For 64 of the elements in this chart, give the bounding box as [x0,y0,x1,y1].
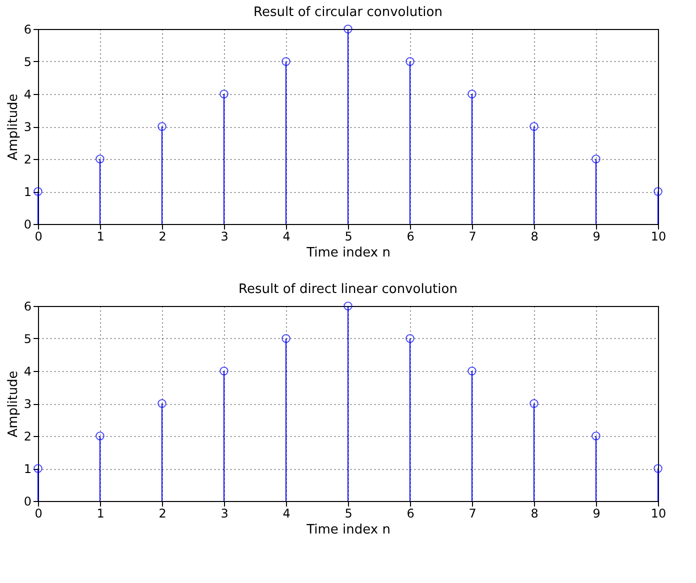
point [96,432,104,440]
y-axis-title: Amplitude [6,94,21,160]
x-axis-title: Time index n [306,246,390,260]
y-tick-label: 5 [24,55,32,69]
point [406,334,414,343]
x-axis-title: Time index n [306,522,390,538]
x-tick-label: 8 [530,506,538,520]
x-tick-label: 7 [468,506,476,520]
y-tick-label: 3 [24,397,32,411]
point [220,90,228,98]
x-tick-label: 5 [344,506,352,520]
x-tick-label: 0 [34,506,42,520]
x-tick-label: 5 [344,230,352,244]
x-tick-label: 9 [592,506,600,520]
point [220,366,228,376]
x-tick-label: 8 [530,230,538,244]
point [282,334,290,343]
point [468,366,476,376]
y-tick-label: 2 [24,152,32,166]
y-tick-label: 4 [24,364,32,378]
chart-title: Result of circular convolution [254,5,442,20]
x-tick-label: 9 [592,230,600,244]
y-tick-label: 1 [24,462,32,476]
x-tick-label: 3 [220,506,228,520]
y-tick-label: 0 [24,218,32,232]
y-tick-label: 1 [24,185,32,199]
y-tick-label: 4 [24,88,32,102]
point [344,24,352,34]
point [592,154,600,164]
point [96,154,104,164]
point [530,122,538,131]
y-tick-label: 0 [24,494,32,508]
point [592,432,600,440]
x-tick-label: 1 [96,506,104,520]
point [282,57,290,66]
x-tick-label: 4 [282,230,290,244]
y-axis-title: Amplitude [6,370,21,438]
point [34,187,42,196]
point [158,122,166,131]
y-tick-label: 5 [24,332,32,346]
x-tick-label: 10 [650,506,666,520]
point [530,399,538,408]
x-tick-label: 3 [220,230,228,244]
x-tick-label: 1 [96,230,104,244]
chart-title: Result of direct linear convolution [238,282,458,297]
x-tick-label: 6 [406,230,414,244]
y-tick-label: 3 [24,120,32,134]
x-tick-label: 0 [34,230,42,244]
y-tick-label: 6 [24,300,32,314]
point [344,302,352,310]
x-tick-label: 7 [468,230,476,244]
x-tick-label: 6 [406,506,414,520]
x-tick-label: 2 [158,230,166,244]
y-tick-label: 6 [24,22,32,36]
point [654,464,662,473]
point [654,187,662,196]
point [468,90,476,98]
x-tick-label: 4 [282,506,290,520]
x-tick-label: 2 [158,506,166,520]
point [406,57,414,66]
y-tick-label: 2 [24,430,32,444]
point [158,399,166,408]
point [34,464,42,473]
x-tick-label: 10 [650,230,666,244]
